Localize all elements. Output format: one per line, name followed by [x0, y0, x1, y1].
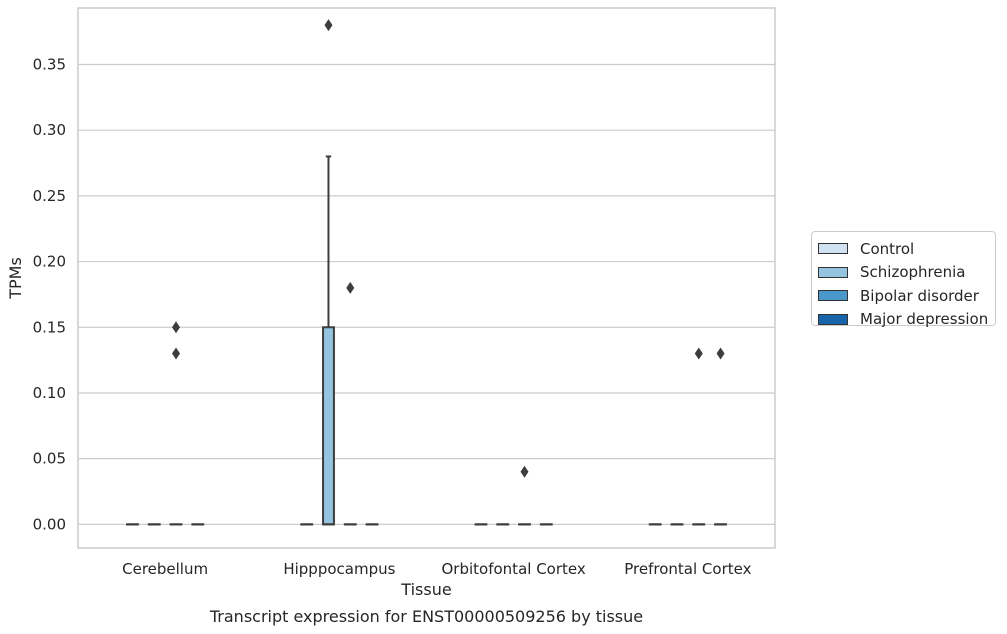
legend-item-bipolar-disorder: Bipolar disorder	[818, 284, 995, 308]
y-tick-label: 0.05	[33, 450, 66, 468]
gridlines	[78, 63, 775, 525]
outlier-point	[172, 321, 181, 334]
y-tick-label: 0.00	[33, 515, 66, 533]
box-schizophrenia	[322, 155, 335, 526]
legend-label: Control	[860, 239, 915, 258]
y-tick-label: 0.20	[33, 253, 66, 271]
legend-label: Major depression	[860, 310, 989, 329]
outlier-point	[716, 347, 725, 360]
legend-label: Bipolar disorder	[860, 286, 979, 305]
plot-area-frame	[77, 7, 776, 549]
legend-swatch-schizophrenia	[818, 266, 848, 278]
outliers	[172, 19, 725, 478]
x-tick-label: Hipppocampus	[283, 560, 395, 578]
legend-swatch-control	[818, 243, 848, 255]
boxes	[126, 155, 727, 526]
x-tick-label: Cerebellum	[122, 560, 208, 578]
outlier-point	[324, 19, 333, 32]
outlier-point	[694, 347, 703, 360]
x-tick-labels: Cerebellum Hipppocampus Orbitofontal Corte…	[122, 560, 751, 578]
y-tick-labels: 0.00 0.05 0.10 0.15 0.20 0.25 0.30 0.35	[33, 55, 66, 533]
y-tick-label: 0.35	[33, 55, 66, 73]
y-axis-label: TPMs	[6, 257, 25, 300]
chart-title: Transcript expression for ENST0000050925…	[209, 607, 643, 626]
legend-swatch-bipolar-disorder	[818, 290, 848, 302]
legend-item-schizophrenia: Schizophrenia	[818, 261, 995, 285]
outlier-point	[346, 281, 355, 294]
y-tick-label: 0.30	[33, 121, 66, 139]
x-tick-label: Orbitofontal Cortex	[442, 560, 586, 578]
y-tick-label: 0.25	[33, 187, 66, 205]
x-axis-label: Tissue	[400, 580, 451, 599]
box-body	[322, 326, 335, 526]
outlier-point	[520, 465, 529, 478]
legend-item-major-depression: Major depression	[818, 308, 995, 332]
legend-label: Schizophrenia	[860, 263, 966, 282]
y-tick-label: 0.10	[33, 384, 66, 402]
outlier-point	[172, 347, 181, 360]
legend-swatch-major-depression	[818, 313, 848, 325]
legend: Control Schizophrenia Bipolar disorder M…	[811, 231, 996, 328]
legend-item-control: Control	[818, 237, 995, 261]
y-tick-label: 0.15	[33, 318, 66, 336]
x-tick-label: Prefrontal Cortex	[624, 560, 751, 578]
